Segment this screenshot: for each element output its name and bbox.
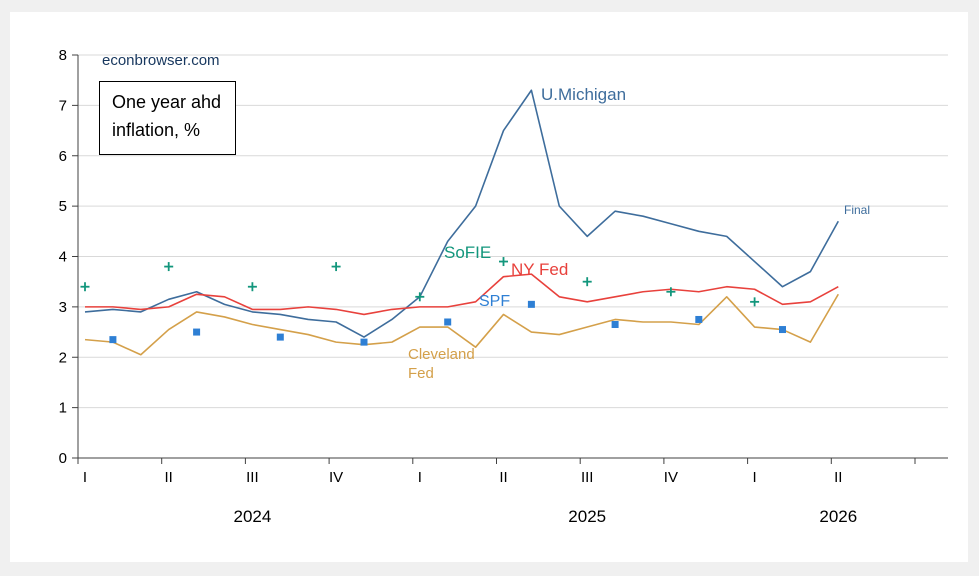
y-tick-label: 2 — [59, 349, 67, 366]
series-cleveland-fed — [84, 293, 839, 356]
x-quarter-label: I — [83, 469, 87, 486]
watermark: econbrowser.com — [102, 52, 220, 69]
y-tick-label: 3 — [59, 299, 67, 316]
y-tick-label: 1 — [59, 400, 67, 417]
x-quarter-label: I — [418, 469, 422, 486]
y-tick-label: 6 — [59, 148, 67, 165]
y-tick-label: 7 — [59, 97, 67, 114]
series-label-umichigan: U.Michigan — [541, 85, 627, 104]
final-point-label: Final — [844, 203, 871, 217]
x-year-label: 2026 — [819, 507, 857, 526]
series-spf — [109, 300, 786, 346]
x-quarter-label: II — [499, 469, 507, 486]
x-quarter-label: III — [246, 469, 259, 486]
series-label-sofie: SoFIE — [444, 243, 492, 262]
y-tick-label: 4 — [59, 249, 67, 266]
y-tick-label: 5 — [59, 198, 67, 215]
cleveland-fed-line — [84, 293, 839, 356]
x-quarter-label: IV — [664, 469, 678, 486]
ny-fed-line — [85, 273, 839, 316]
x-quarter-label: IV — [329, 469, 343, 486]
u-michigan-line — [84, 89, 839, 338]
x-year-label: 2025 — [568, 507, 606, 526]
x-quarter-label: II — [834, 469, 842, 486]
series-sofie — [80, 257, 760, 307]
x-quarter-label: III — [581, 469, 594, 486]
x-quarter-label: I — [753, 469, 757, 486]
y-tick-label: 8 — [59, 47, 67, 64]
chart-title-box: One year ahd inflation, % — [99, 81, 237, 155]
x-year-label: 2024 — [233, 507, 271, 526]
series-label-spf: SPF — [479, 293, 511, 310]
x-quarter-label: II — [165, 469, 173, 486]
series-ny-fed — [85, 273, 839, 316]
y-tick-label: 0 — [59, 450, 67, 467]
series-u-michigan — [84, 89, 839, 338]
series-label-cleveland-fed: Cleveland Fed — [408, 346, 475, 382]
series-label-nyfed: NY Fed — [511, 260, 569, 279]
